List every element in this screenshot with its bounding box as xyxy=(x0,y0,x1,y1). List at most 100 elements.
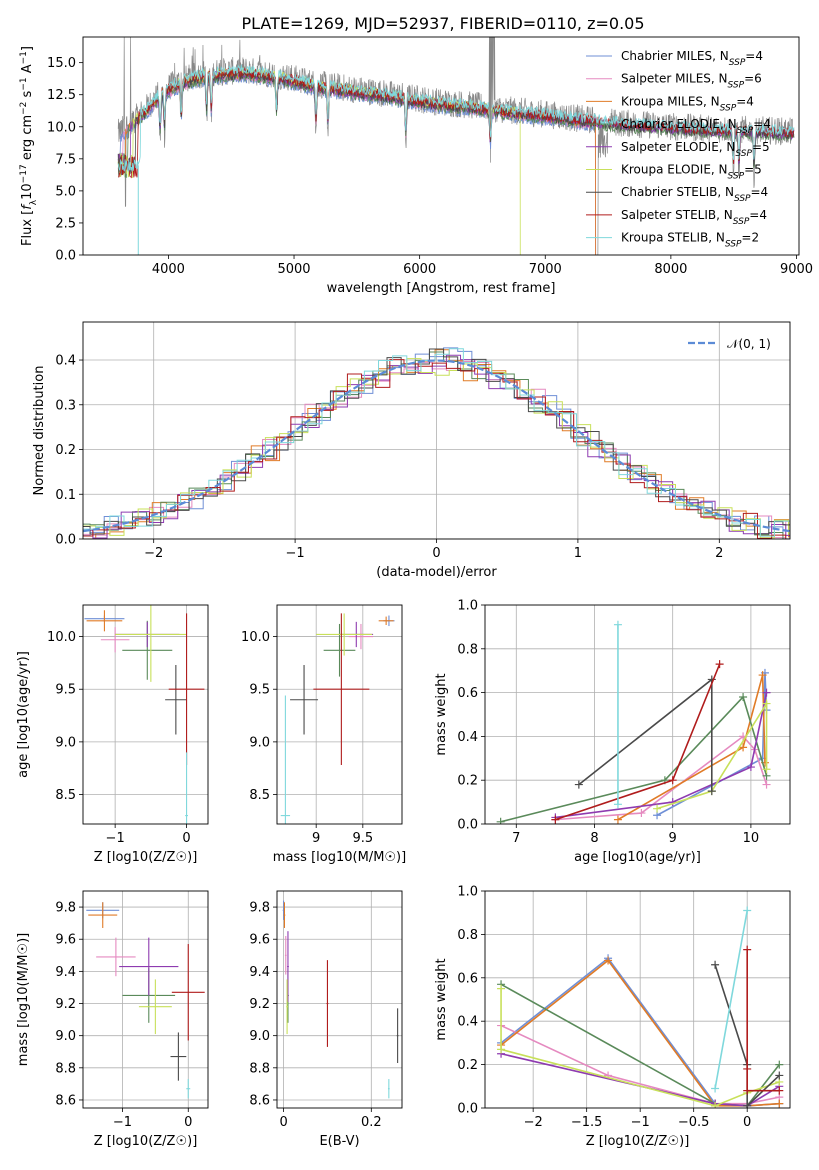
y-axis-label: mass weight xyxy=(434,673,449,755)
errorbar-point-7 xyxy=(168,613,205,766)
y-tick-label: 15.0 xyxy=(47,56,76,71)
x-tick-label: −1 xyxy=(106,831,125,846)
axes-mass-vs-EBV: 0 0.2 8.6 8.8 9.0 9.2 9.4 9.6 9.8 E(B-V) xyxy=(249,890,403,1149)
weight-marker xyxy=(613,620,622,629)
axes-frame xyxy=(82,604,209,825)
weight-marker xyxy=(775,1060,784,1069)
y-tick-label: 0.6 xyxy=(457,971,478,986)
errorbar-point-6 xyxy=(290,665,319,735)
errorbar-point-5 xyxy=(286,979,288,1035)
y-tick-label: 0.8 xyxy=(457,642,478,657)
errorbar-point-1 xyxy=(348,623,374,650)
y-tick-label: 9.8 xyxy=(55,901,76,916)
errorbar-point-5 xyxy=(138,979,172,1035)
y-tick-label: 1.0 xyxy=(457,885,478,900)
weight-marker xyxy=(496,817,505,824)
errorbar-point-6 xyxy=(165,665,187,735)
x-tick-label: 0 xyxy=(743,1115,751,1130)
errorbar-point-5 xyxy=(316,613,373,656)
plot-area-massweight-vs-Z xyxy=(485,891,790,1108)
plot-area-age-vs-Z xyxy=(83,605,208,824)
errorbar-point-7 xyxy=(313,613,370,766)
errorbar-point-2 xyxy=(88,902,118,928)
errorbar-point-2 xyxy=(86,610,123,632)
x-tick-label: −1 xyxy=(286,546,305,561)
weight-line-4 xyxy=(500,1052,780,1107)
legend-label-3: Chabrier ELODIE, NSSP=4 xyxy=(621,117,771,136)
axes-frame xyxy=(82,321,791,540)
y-tick-label: 7.5 xyxy=(55,152,76,167)
errorbar-point-7 xyxy=(326,960,329,1047)
weight-marker xyxy=(762,688,771,697)
axes-age-vs-Z: −1 0 8.5 9.0 9.5 10.0 Z [log10(Z/Z☉)] age [log1… xyxy=(16,604,209,865)
y-tick-label: 0.8 xyxy=(457,928,478,943)
grid-residuals xyxy=(83,322,790,539)
x-tick-label: 10 xyxy=(743,831,760,846)
model-spectrum-8 xyxy=(117,64,795,173)
y-tick-label: 9.6 xyxy=(249,933,270,948)
x-axis-label: age [log10(age/yr)] xyxy=(574,850,701,865)
errorbar-point-6 xyxy=(396,1008,399,1063)
legend-label-6: Chabrier STELIB, NSSP=4 xyxy=(621,185,768,204)
errorbar-point-5 xyxy=(115,605,187,682)
axes-frame xyxy=(82,890,209,1109)
x-tick-label: −2 xyxy=(524,1115,543,1130)
y-tick-label: 9.0 xyxy=(55,735,76,750)
axes-frame xyxy=(276,890,403,1109)
legend-label-normal: 𝒩(0, 1) xyxy=(727,337,771,351)
weight-marker xyxy=(775,1086,784,1095)
y-axis-label: mass weight xyxy=(434,958,449,1040)
x-tick-label: 8 xyxy=(590,831,598,846)
x-tick-label: 8000 xyxy=(654,262,687,277)
x-tick-label: −1.5 xyxy=(571,1115,603,1130)
x-tick-label: 7 xyxy=(512,831,520,846)
x-tick-label: 0 xyxy=(279,1115,287,1130)
weight-marker xyxy=(707,787,716,796)
y-tick-label: 10.0 xyxy=(47,120,76,135)
y-tick-label: 0.0 xyxy=(55,249,76,264)
axes-age-vs-mass: 9 9.5 8.5 9.0 9.5 10.0 mass [log10(M/M☉)] xyxy=(241,604,406,865)
weight-marker xyxy=(746,763,755,772)
y-tick-label: 9.6 xyxy=(55,933,76,948)
plot-area-massweight-vs-age xyxy=(485,605,790,824)
plot-area-residuals xyxy=(83,322,790,539)
weight-marker xyxy=(743,906,752,915)
x-tick-label: −1 xyxy=(631,1115,650,1130)
y-tick-label: 0.2 xyxy=(55,443,76,458)
x-tick-label: 1 xyxy=(574,546,582,561)
y-tick-label: 8.8 xyxy=(55,1061,76,1076)
y-tick-label: 8.5 xyxy=(249,788,270,803)
weight-marker xyxy=(715,660,724,669)
legend-label-7: Salpeter STELIB, NSSP=4 xyxy=(621,208,767,227)
y-tick-label: 9.2 xyxy=(55,997,76,1012)
y-tick-label: 0.0 xyxy=(55,533,76,548)
model-spectrum-1 xyxy=(117,70,597,255)
weight-marker xyxy=(739,743,748,752)
axes-frame xyxy=(484,890,791,1109)
legend-label-0: Chabrier MILES, NSSP=4 xyxy=(621,49,763,68)
weight-marker xyxy=(497,984,506,993)
weight-marker xyxy=(775,1071,784,1080)
weight-marker xyxy=(604,956,613,965)
histogram-8 xyxy=(83,348,790,537)
y-tick-label: 0.0 xyxy=(457,818,478,833)
weight-line-7 xyxy=(746,949,780,1092)
x-tick-label: 4000 xyxy=(152,262,185,277)
y-tick-label: 0.4 xyxy=(457,1015,478,1030)
weight-marker xyxy=(743,1101,752,1108)
x-tick-label: 2 xyxy=(715,546,723,561)
y-tick-label: 0.2 xyxy=(457,1058,478,1073)
y-tick-label: 8.5 xyxy=(55,788,76,803)
x-tick-label: 7000 xyxy=(529,262,562,277)
x-axis-label: Z [log10(Z/Z☉)] xyxy=(94,850,198,865)
errorbar-point-8 xyxy=(186,1079,191,1099)
x-tick-label: 9 xyxy=(312,831,320,846)
weight-marker xyxy=(613,800,622,809)
plot-area-age-vs-mass xyxy=(277,605,402,824)
y-axis-label: Flux [fλ10−17 erg cm−2 s−1 A−1] xyxy=(19,46,39,246)
errorbar-point-3 xyxy=(323,623,356,677)
x-tick-label: 0.2 xyxy=(361,1115,382,1130)
x-tick-label: 5000 xyxy=(277,262,310,277)
weight-marker xyxy=(613,815,622,824)
legend-label-4: Salpeter ELODIE, NSSP=5 xyxy=(621,140,770,159)
